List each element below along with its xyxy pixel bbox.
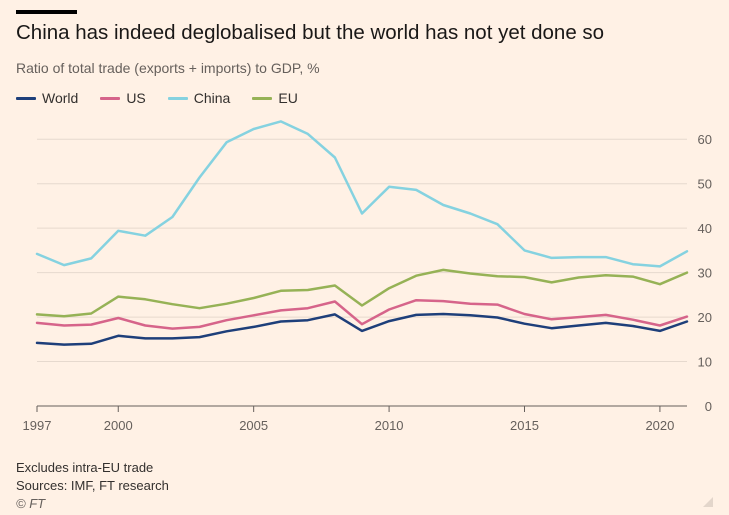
series-line-world	[35, 312, 689, 346]
chart-subtitle: Ratio of total trade (exports + imports)…	[16, 60, 320, 76]
x-tick-label-2010: 2010	[375, 418, 404, 433]
x-tick-label-2020: 2020	[645, 418, 674, 433]
credit: © FT	[16, 496, 46, 511]
series-line-us	[35, 298, 689, 330]
y-tick-label-30: 30	[698, 266, 712, 281]
x-tick-label-2015: 2015	[510, 418, 539, 433]
legend-item-us: US	[100, 90, 146, 106]
legend-swatch-world	[16, 96, 36, 100]
y-tick-label-0: 0	[705, 399, 712, 414]
chart-title: China has indeed deglobalised but the wo…	[16, 21, 605, 44]
legend-label-china: China	[193, 90, 231, 106]
footnote: Excludes intra-EU trade	[16, 460, 154, 475]
legend: World US China EU	[16, 90, 320, 106]
legend-swatch-us	[100, 96, 121, 100]
y-tick-label-20: 20	[698, 310, 712, 325]
y-tick-label-50: 50	[698, 177, 712, 192]
x-tick-label-2005: 2005	[239, 418, 268, 433]
sources: Sources: IMF, FT research	[16, 478, 169, 493]
legend-swatch-china	[167, 96, 188, 100]
series-line-china	[35, 120, 689, 268]
series-line-eu	[35, 268, 689, 318]
x-tick-label-1997: 1997	[23, 418, 52, 433]
x-tick-label-2000: 2000	[104, 418, 133, 433]
legend-item-china: China	[167, 90, 231, 106]
ft-top-bar	[16, 10, 77, 14]
legend-label-eu: EU	[278, 90, 298, 106]
legend-label-world: World	[42, 90, 79, 106]
legend-label-us: US	[126, 90, 146, 106]
corner-mark	[703, 497, 713, 507]
y-tick-label-60: 60	[698, 132, 712, 147]
legend-item-eu: EU	[252, 90, 298, 106]
legend-swatch-eu	[252, 96, 273, 100]
legend-item-world: World	[16, 90, 78, 106]
y-tick-label-10: 10	[698, 355, 712, 370]
y-tick-label-40: 40	[698, 221, 712, 236]
